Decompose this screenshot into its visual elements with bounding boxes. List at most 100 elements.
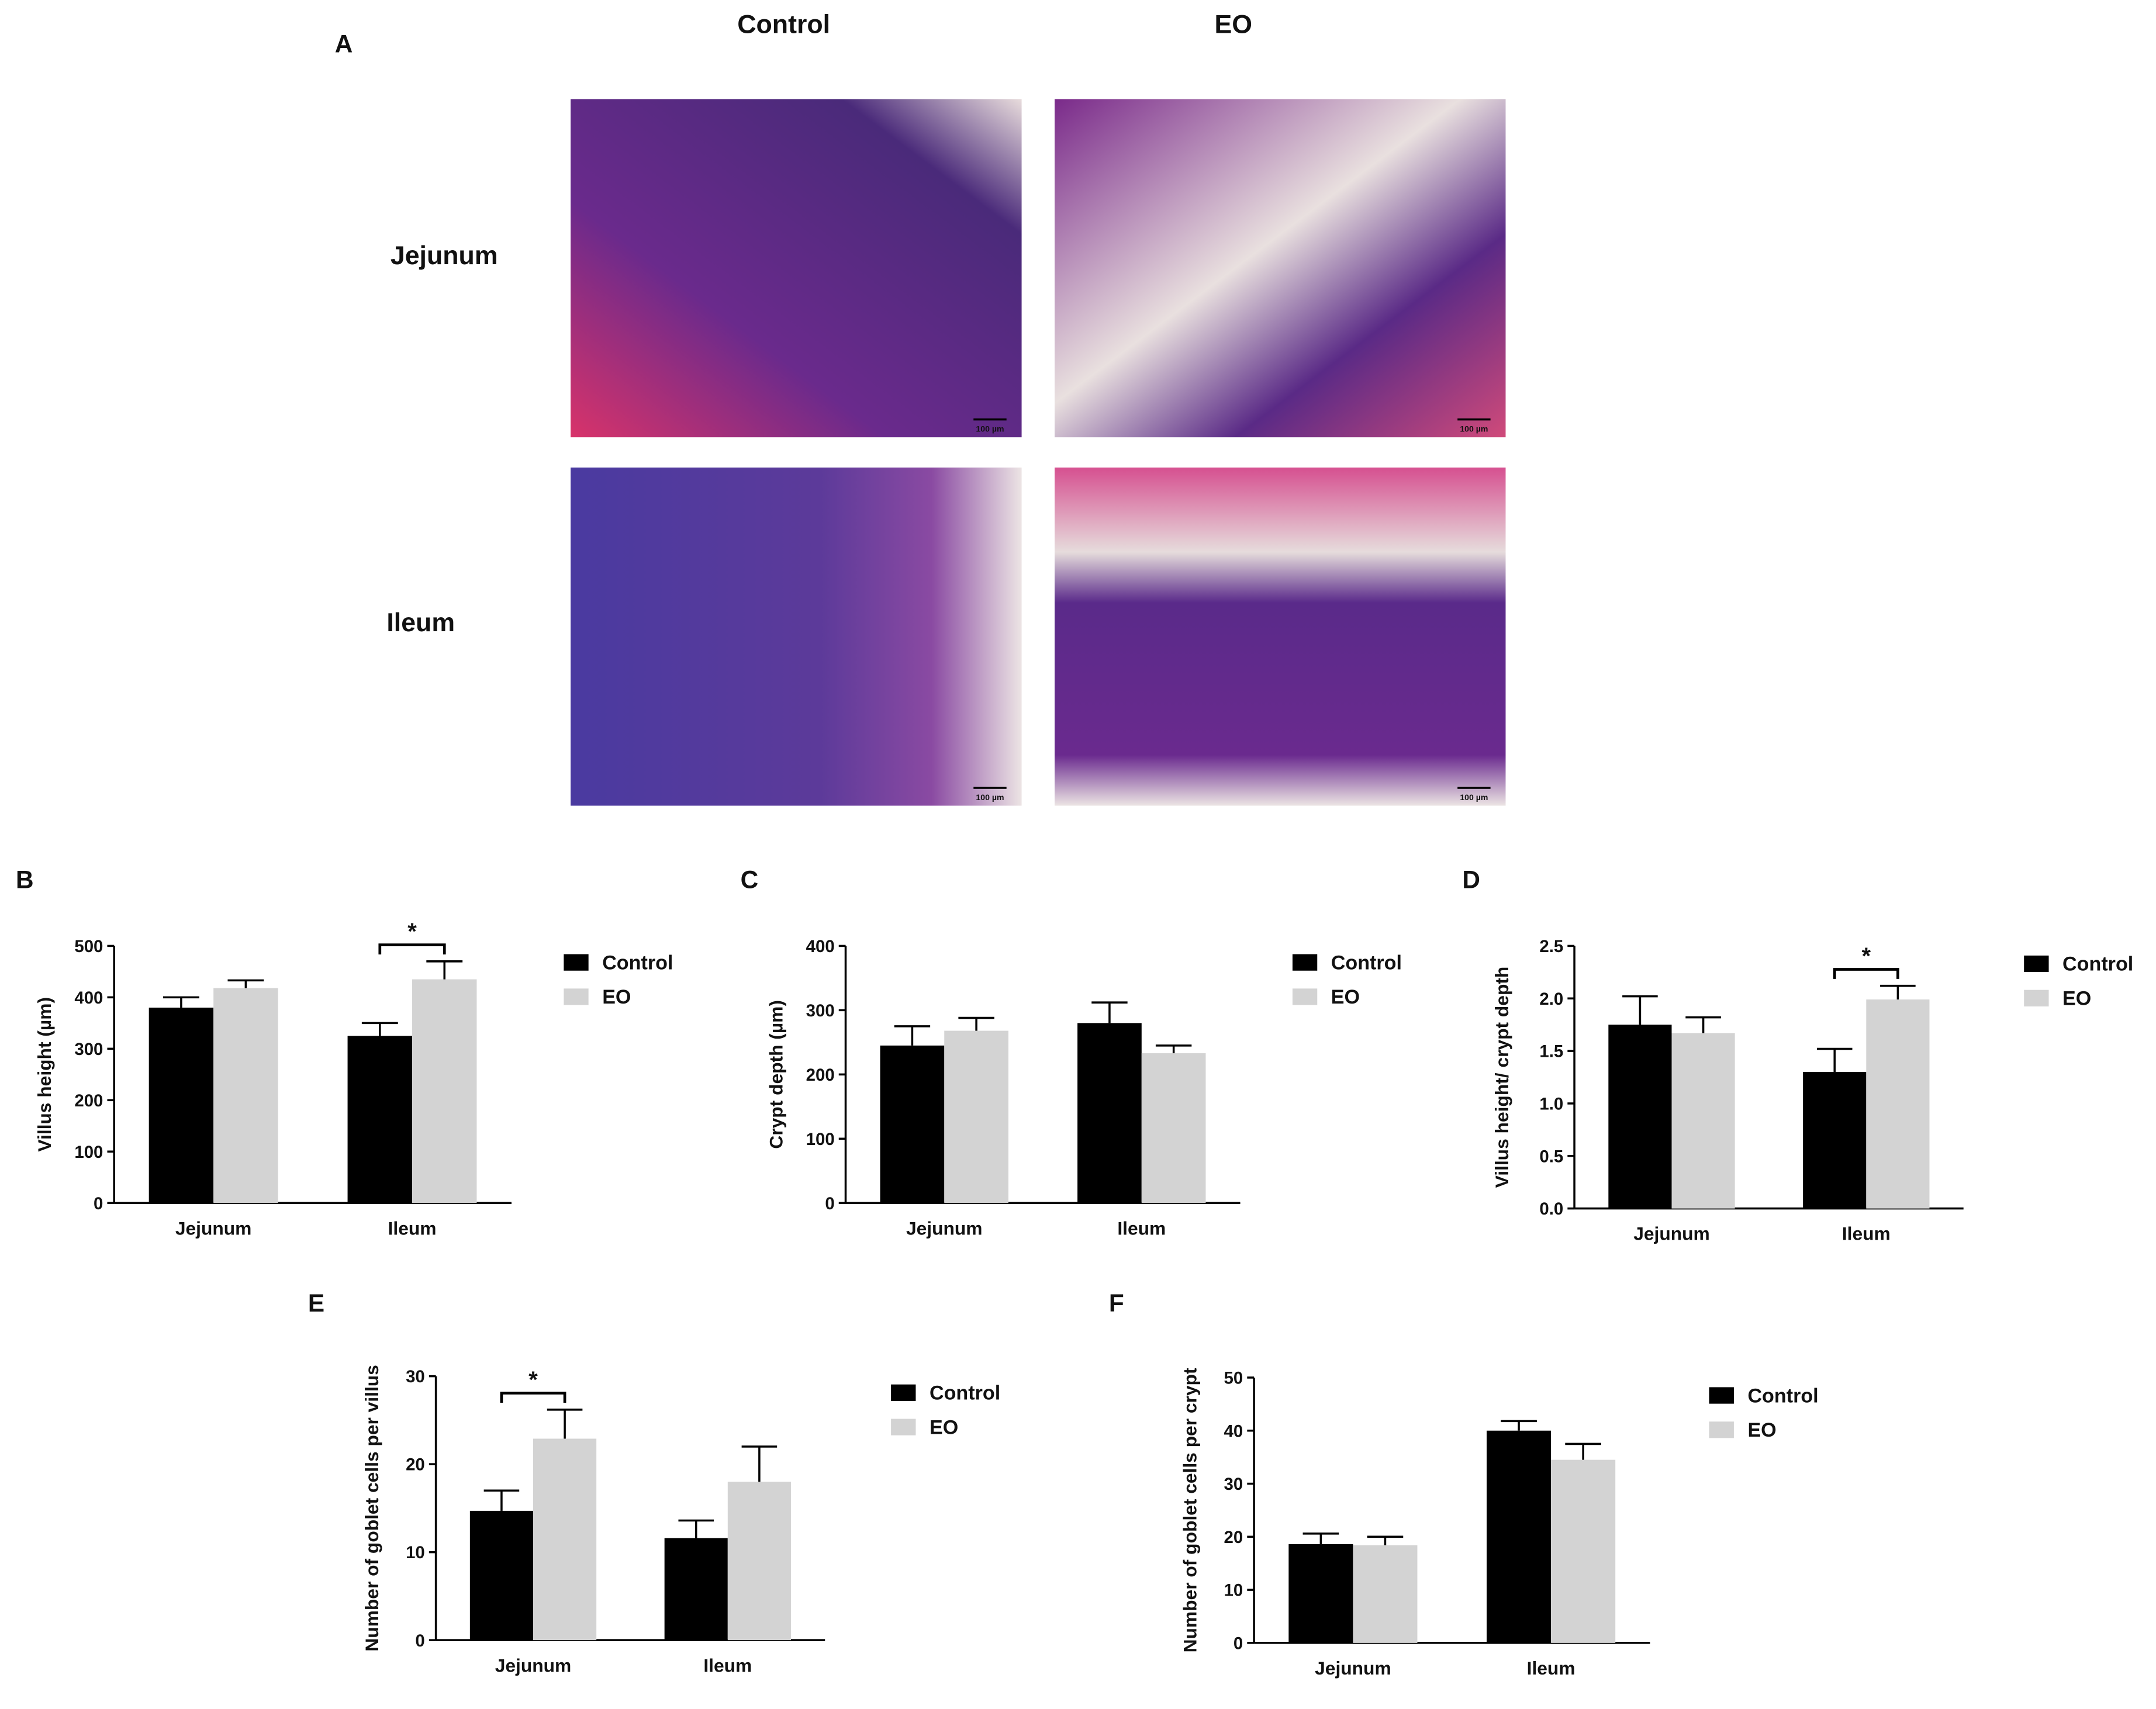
y-tick-label: 30: [406, 1367, 425, 1386]
legend-label: Control: [1331, 952, 1402, 974]
bar: [1141, 1053, 1206, 1203]
y-tick-label: 30: [1224, 1475, 1243, 1494]
y-tick-label: 0.0: [1539, 1199, 1563, 1219]
y-tick-label: 100: [74, 1143, 103, 1162]
legend-label: Control: [930, 1382, 1000, 1404]
scale-bar-label: 100 µm: [976, 424, 1004, 434]
bar-chart: B 0 100 200 300 400 500 Villus height (µm) Jejun…: [16, 866, 673, 1239]
legend-label: EO: [1747, 1419, 1776, 1441]
micrograph: [1055, 99, 1506, 438]
bar-chart: F 0 10 20 30 40 50 Number of goblet cells per c…: [1109, 1289, 1819, 1679]
bar: [1671, 1033, 1735, 1209]
y-axis-title: Villus height/ crypt depth: [1491, 967, 1512, 1188]
micrograph: [1055, 467, 1506, 806]
legend-swatch: [1292, 988, 1318, 1005]
panel-label: F: [1109, 1289, 1124, 1317]
significance-bracket: [1833, 968, 1899, 979]
y-tick-label: 10: [1224, 1581, 1243, 1600]
x-tick-label: Ileum: [703, 1655, 752, 1676]
y-tick-label: 200: [806, 1065, 835, 1085]
x-tick-label: Ileum: [1527, 1658, 1575, 1679]
significance-label: *: [407, 919, 417, 945]
x-tick-label: Jejunum: [1633, 1223, 1710, 1244]
bar-chart: E 0 10 20 30 Number of goblet cells per villu…: [308, 1289, 1000, 1676]
y-tick-label: 10: [406, 1543, 425, 1562]
bar: [880, 1045, 945, 1203]
panel-label: B: [16, 866, 34, 894]
bar: [1866, 999, 1930, 1209]
legend-swatch: [891, 1419, 916, 1435]
y-tick-label: 300: [806, 1001, 835, 1020]
scale-bar-label: 100 µm: [1460, 424, 1488, 434]
bar: [412, 979, 477, 1203]
y-tick-label: 2.0: [1539, 990, 1563, 1009]
y-tick-label: 20: [406, 1455, 425, 1475]
y-tick-label: 1.0: [1539, 1095, 1563, 1114]
significance-bracket: [378, 943, 446, 955]
significance-label: *: [1862, 943, 1871, 969]
bar: [1288, 1544, 1353, 1643]
y-tick-label: 100: [806, 1130, 835, 1149]
x-tick-label: Ileum: [1842, 1223, 1891, 1244]
y-tick-label: 0: [1234, 1634, 1243, 1653]
y-tick-label: 200: [74, 1091, 103, 1110]
bar: [347, 1036, 413, 1203]
y-tick-label: 2.5: [1539, 937, 1563, 956]
bar: [1608, 1025, 1672, 1209]
x-tick-label: Jejunum: [175, 1217, 252, 1238]
column-label: EO: [1215, 11, 1253, 39]
row-label: Ileum: [386, 608, 455, 637]
histology: [571, 99, 1506, 806]
panel-label: C: [741, 866, 759, 894]
bar: [1487, 1430, 1552, 1643]
row-label: Jejunum: [391, 241, 498, 270]
x-tick-label: Ileum: [1117, 1217, 1166, 1238]
bar-chart: C 0 100 200 300 400 Crypt depth (µm) Jejunum Ile…: [741, 866, 1402, 1239]
y-tick-label: 0: [825, 1194, 834, 1213]
y-axis-title: Number of goblet cells per crypt: [1179, 1368, 1200, 1652]
x-tick-label: Jejunum: [495, 1655, 572, 1676]
y-tick-label: 40: [1224, 1421, 1243, 1441]
bar: [944, 1030, 1008, 1203]
bar: [1551, 1459, 1616, 1643]
x-tick-label: Ileum: [388, 1217, 437, 1238]
scale-bar-label: 100 µm: [976, 793, 1004, 802]
bar: [469, 1510, 534, 1641]
legend-swatch: [1292, 954, 1318, 971]
legend-swatch: [2024, 955, 2049, 973]
y-tick-label: 400: [806, 937, 835, 956]
legend-label: EO: [602, 986, 631, 1008]
bar: [664, 1538, 728, 1641]
y-axis-title: Number of goblet cells per villus: [361, 1365, 382, 1651]
y-tick-label: 50: [1224, 1369, 1243, 1388]
y-tick-label: 20: [1224, 1528, 1243, 1547]
column-label: Control: [737, 11, 830, 39]
legend-swatch: [2024, 990, 2049, 1006]
bar: [148, 1007, 214, 1203]
bar-chart: D 0.0 0.5 1.0 1.5 2.0 2.5 Villus height/ crypt …: [1462, 866, 2133, 1244]
legend-swatch: [564, 988, 589, 1005]
legend-swatch: [564, 954, 589, 971]
bar: [533, 1438, 597, 1641]
micrograph: [571, 99, 1022, 438]
x-tick-label: Jejunum: [1315, 1658, 1391, 1679]
panel-label: A: [335, 30, 353, 58]
x-tick-label: Jejunum: [906, 1217, 983, 1238]
legend-swatch: [1709, 1387, 1734, 1404]
bar: [1803, 1072, 1867, 1209]
y-tick-label: 1.5: [1539, 1042, 1563, 1061]
legend-label: EO: [930, 1416, 958, 1438]
significance-bracket: [500, 1392, 566, 1403]
panel-label: D: [1462, 866, 1480, 894]
y-tick-label: 0: [94, 1194, 103, 1213]
bar: [1353, 1545, 1418, 1643]
legend-swatch: [1709, 1421, 1734, 1438]
y-tick-label: 500: [74, 937, 103, 956]
bar: [1077, 1023, 1142, 1203]
y-axis-title: Villus height (µm): [34, 997, 55, 1152]
legend-swatch: [891, 1384, 916, 1401]
y-tick-label: 400: [74, 988, 103, 1008]
legend-label: Control: [2062, 953, 2133, 975]
y-tick-label: 0.5: [1539, 1147, 1563, 1166]
